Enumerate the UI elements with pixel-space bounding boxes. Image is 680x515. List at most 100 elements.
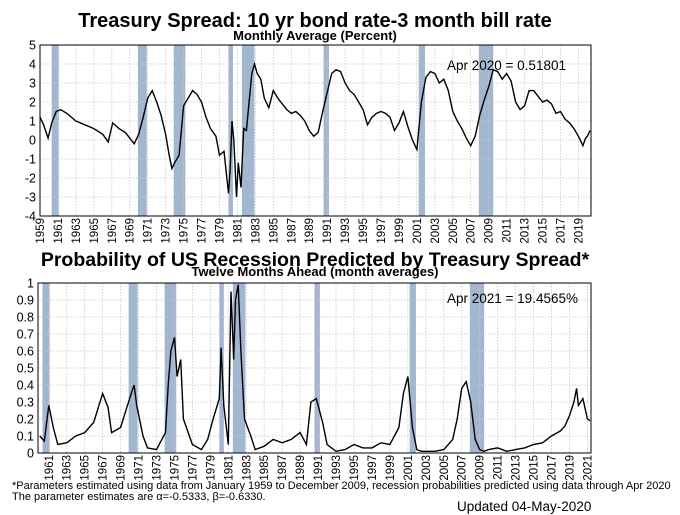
chart1-subtitle: Monthly Average (Percent) <box>233 28 397 43</box>
x-tick-label: 1997 <box>376 218 388 244</box>
x-tick-label: 1991 <box>313 455 325 481</box>
x-tick-label: 2011 <box>502 218 514 243</box>
gridlines <box>40 44 591 217</box>
recession-band <box>173 45 186 216</box>
x-tick-label: 2001 <box>412 218 424 244</box>
x-tick-label: 2009 <box>475 455 487 481</box>
y-tick-label: 0 <box>29 134 36 148</box>
x-tick-label: 2003 <box>430 218 442 244</box>
x-tick-label: 1979 <box>214 218 226 244</box>
x-tick-label: 2021 <box>582 455 594 481</box>
recession-band <box>51 45 59 216</box>
y-tick-label: 0.3 <box>17 396 34 410</box>
x-tick-label: 2007 <box>466 218 478 244</box>
y-tick-label: 5 <box>29 39 36 53</box>
chart2-annotation: Apr 2021 = 19.4565% <box>447 291 578 306</box>
x-tick-label: 1981 <box>223 455 235 481</box>
chart1-title: Treasury Spread: 10 yr bond rate-3 month… <box>78 10 551 32</box>
y-tick-label: 0.7 <box>17 328 34 342</box>
x-tick-label: 1965 <box>80 455 92 481</box>
x-tick-label: 1989 <box>304 218 316 244</box>
plot-frame <box>37 282 592 454</box>
x-tick-label: 1961 <box>44 455 56 481</box>
x-tick-label: 1983 <box>250 218 262 244</box>
x-tick-label: 1973 <box>161 218 173 244</box>
y-tick-label: 0 <box>27 447 34 461</box>
footnote-line-1: *Parameters estimated using data from Ja… <box>12 480 671 492</box>
y-tick-label: 0.2 <box>17 413 34 427</box>
recession-band <box>42 283 50 453</box>
y-tick-label: 0.1 <box>17 430 34 444</box>
x-tick-label: 1969 <box>125 218 137 244</box>
footnote-line-2: The parameter estimates are α=-0.5333, β… <box>12 491 266 503</box>
chart1-annotation: Apr 2020 = 0.51801 <box>447 58 566 73</box>
recession-band <box>418 45 425 216</box>
x-tick-label: 2017 <box>555 218 567 244</box>
recession-band <box>478 45 494 216</box>
x-tick-label: 2005 <box>439 455 451 481</box>
y-axis-ticks: 5 4 3 2 1 0 -1 -2 -3 -4 <box>25 39 36 224</box>
recession-band <box>128 283 138 453</box>
x-tick-label: 1977 <box>197 218 209 244</box>
x-axis-ticks: 1961 1963 1965 1967 1969 1971 1973 1975 1977 1979… <box>44 455 595 481</box>
x-tick-label: 1975 <box>169 455 181 481</box>
x-tick-label: 1993 <box>331 455 343 481</box>
x-tick-label: 1979 <box>205 455 217 481</box>
y-tick-label: -2 <box>25 172 36 186</box>
y-tick-label: 2 <box>29 96 36 110</box>
x-tick-label: 1971 <box>143 218 155 244</box>
x-tick-label: 2017 <box>547 455 559 481</box>
x-tick-label: 2015 <box>538 218 550 244</box>
probability-chart: 10.90.80.70.60.50.40.30.20.10 1961 1963 19… <box>17 277 595 481</box>
x-tick-label: 1961 <box>53 218 65 244</box>
updated-label: Updated 04-May-2020 <box>457 499 591 514</box>
x-tick-label: 1981 <box>232 218 244 244</box>
x-tick-label: 2003 <box>421 455 433 481</box>
y-tick-label: 0.9 <box>17 294 34 308</box>
recession-band <box>409 283 416 453</box>
x-tick-label: 2019 <box>564 455 576 481</box>
x-tick-label: 1991 <box>322 218 334 244</box>
x-tick-label: 1963 <box>62 455 74 481</box>
x-tick-label: 2015 <box>529 455 541 481</box>
x-tick-label: 1977 <box>187 455 199 481</box>
y-tick-label: 0.4 <box>17 379 34 393</box>
y-tick-label: -3 <box>25 191 36 205</box>
x-tick-label: 1965 <box>89 218 101 244</box>
x-tick-label: 1967 <box>107 218 119 244</box>
x-tick-label: 1963 <box>71 218 83 244</box>
x-tick-label: 2001 <box>403 455 415 481</box>
x-tick-label: 1959 <box>35 218 47 244</box>
x-tick-label: 2005 <box>448 218 460 244</box>
recession-bands <box>51 45 494 216</box>
x-tick-label: 1983 <box>241 455 253 481</box>
recession-band <box>228 45 233 216</box>
y-tick-label: 0.5 <box>17 362 34 376</box>
x-tick-label: 1999 <box>394 218 406 244</box>
x-tick-label: 2009 <box>484 218 496 244</box>
x-tick-label: 1967 <box>98 455 110 481</box>
x-tick-label: 1989 <box>295 455 307 481</box>
x-tick-label: 2007 <box>457 455 469 481</box>
y-tick-label: 0.8 <box>17 311 34 325</box>
y-tick-label: -4 <box>25 210 36 224</box>
x-tick-label: 2013 <box>520 218 532 244</box>
x-tick-label: 1969 <box>116 455 128 481</box>
x-tick-label: 1995 <box>358 218 370 244</box>
spread-series-line <box>39 61 591 198</box>
x-tick-label: 1987 <box>286 218 298 244</box>
x-axis-ticks: 1959 1961 1963 1965 1967 1969 1971 1973 1975 1977… <box>35 218 585 244</box>
x-tick-label: 1985 <box>259 455 271 481</box>
x-tick-label: 1997 <box>367 455 379 481</box>
x-tick-label: 2019 <box>573 218 585 244</box>
chart2-title: Probability of US Recession Predicted by… <box>41 249 590 271</box>
y-axis-ticks: 1 0.9 0.8 0.7 0.6 0.5 0.4 0.3 0.2 0.1 0 <box>17 277 34 461</box>
x-tick-label: 1975 <box>179 218 191 244</box>
y-tick-label: 0.6 <box>17 345 34 359</box>
x-tick-label: 1995 <box>349 455 361 481</box>
y-tick-label: 3 <box>29 77 36 91</box>
chart2-subtitle: Twelve Months Ahead (month averages) <box>191 264 438 279</box>
x-tick-label: 1971 <box>134 455 146 481</box>
